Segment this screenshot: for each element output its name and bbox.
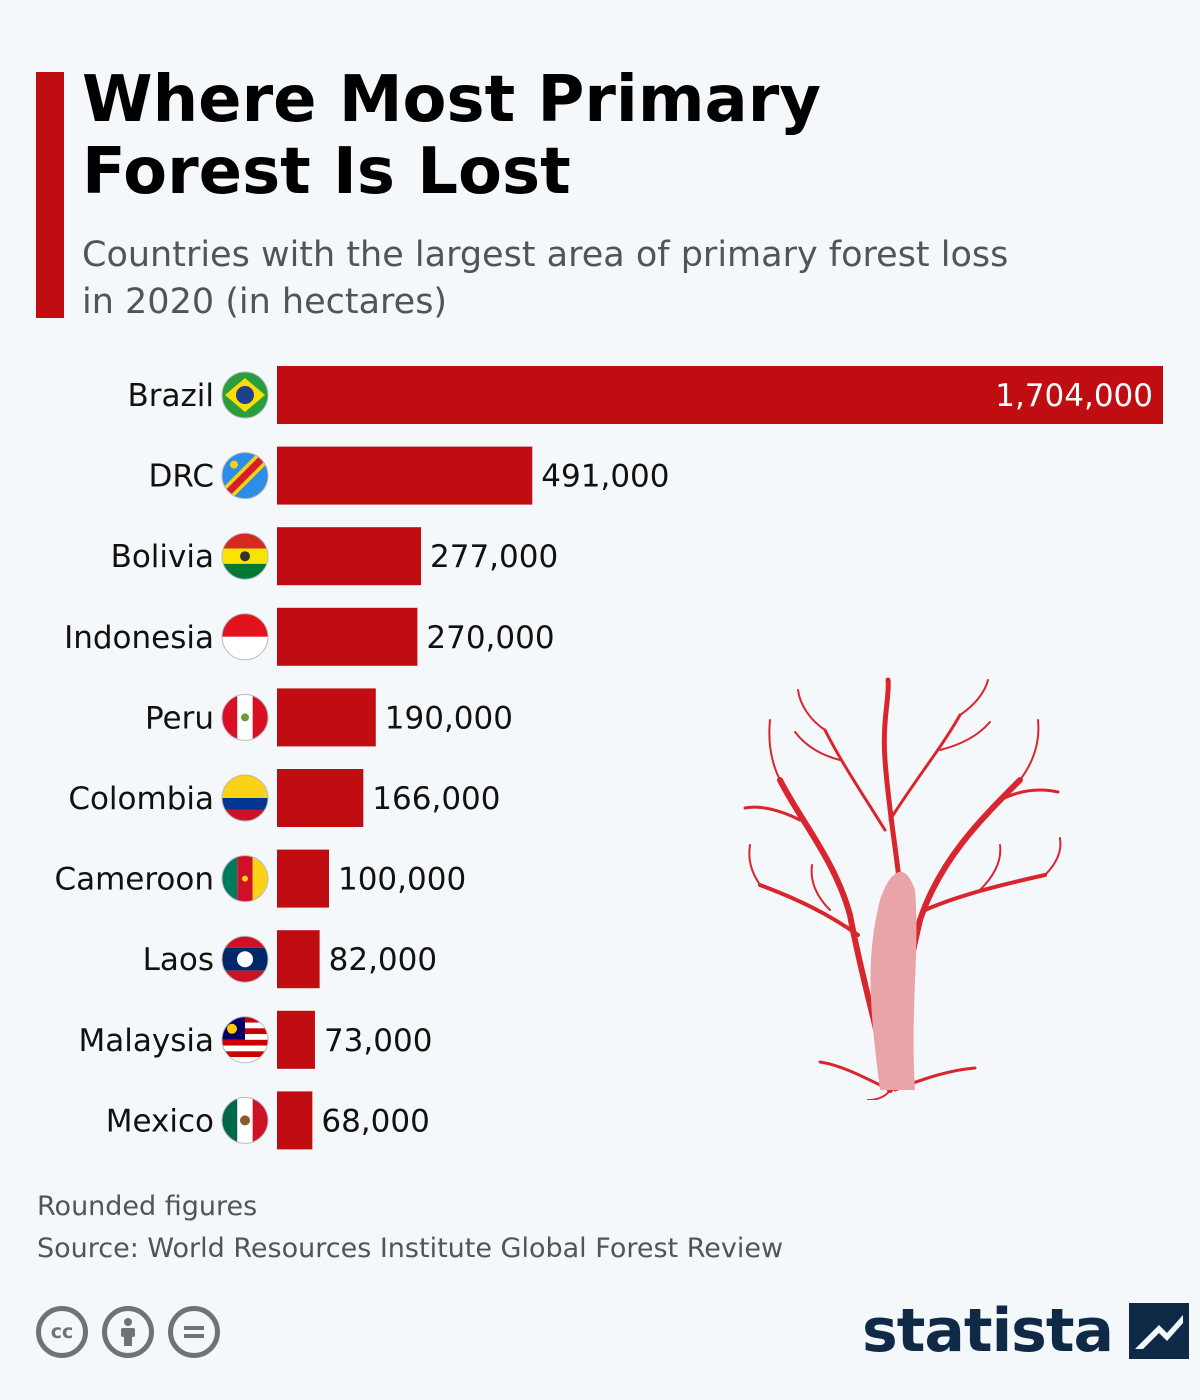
value-label: 190,000 <box>385 700 513 736</box>
category-label: Cameroon <box>54 862 214 898</box>
chart-title: Where Most Primary Forest Is Lost <box>82 64 1082 208</box>
brazil-flag-icon <box>221 371 269 419</box>
category-label: Laos <box>143 942 214 978</box>
bar-row-drc: DRC 491,000 <box>148 446 670 505</box>
subtitle-line-2: in 2020 (in hectares) <box>82 282 448 322</box>
mexico-flag-icon <box>221 1096 269 1144</box>
bar-row-colombia: Colombia 166,000 <box>68 769 501 827</box>
source-note: Source: World Resources Institute Global… <box>37 1233 784 1264</box>
value-label: 277,000 <box>430 539 558 575</box>
category-label: Malaysia <box>79 1023 214 1059</box>
value-label: 68,000 <box>321 1103 429 1139</box>
category-label: Indonesia <box>64 620 214 656</box>
bar <box>277 366 1163 424</box>
subtitle-line-1: Countries with the largest area of prima… <box>82 235 1009 275</box>
category-label: Peru <box>145 700 214 736</box>
bar <box>277 1091 313 1150</box>
bar <box>277 446 533 505</box>
category-label: Brazil <box>127 378 214 414</box>
category-label: Bolivia <box>111 539 214 575</box>
bar-row-brazil: Brazil 1,704,000 <box>127 366 1163 424</box>
drc-flag-icon <box>221 452 269 500</box>
statista-logo[interactable]: statista <box>862 1296 1190 1366</box>
license-icons: cc <box>36 1306 220 1358</box>
value-label: 166,000 <box>372 781 500 817</box>
chart-subtitle: Countries with the largest area of prima… <box>82 232 1142 326</box>
bar <box>277 769 364 827</box>
bar-row-laos: Laos 82,000 <box>143 930 437 989</box>
bar-row-mexico: Mexico 68,000 <box>106 1091 430 1150</box>
laos-flag-icon <box>221 935 269 983</box>
brand-name: statista <box>862 1296 1114 1366</box>
value-label: 1,704,000 <box>995 378 1153 414</box>
category-label: Mexico <box>106 1103 214 1139</box>
cc-icon[interactable]: cc <box>36 1306 88 1358</box>
value-label: 491,000 <box>541 459 669 495</box>
value-label: 73,000 <box>324 1023 432 1059</box>
bar <box>277 688 376 747</box>
peru-flag-icon <box>221 693 269 741</box>
bar-row-indonesia: Indonesia 270,000 <box>64 607 555 666</box>
cameroon-flag-icon <box>221 855 269 903</box>
bar <box>277 1010 315 1069</box>
title-accent-bar <box>36 72 64 318</box>
value-label: 100,000 <box>338 862 466 898</box>
value-label: 82,000 <box>329 942 437 978</box>
title-line-1: Where Most Primary <box>82 63 821 137</box>
bar-row-bolivia: Bolivia 277,000 <box>111 527 558 586</box>
no-derivatives-icon[interactable] <box>168 1306 220 1358</box>
bar <box>277 849 329 908</box>
bolivia-flag-icon <box>221 532 269 580</box>
bar <box>277 527 422 586</box>
attribution-icon[interactable] <box>102 1306 154 1358</box>
bar <box>277 607 418 666</box>
value-label: 270,000 <box>426 620 554 656</box>
malaysia-flag-icon <box>221 1016 269 1064</box>
category-label: DRC <box>148 459 214 495</box>
bar-chart: Brazil 1,704,000 DRC 491,000 Bolivia 277,000 I… <box>54 366 1163 1150</box>
dead-tree-icon <box>743 677 1062 1100</box>
title-line-2: Forest Is Lost <box>82 135 571 209</box>
bar-row-peru: Peru 190,000 <box>145 688 513 747</box>
indonesia-flag-icon <box>221 613 269 661</box>
colombia-flag-icon <box>221 774 269 822</box>
bar-row-malaysia: Malaysia 73,000 <box>79 1010 432 1069</box>
rounded-figures-note: Rounded figures <box>37 1191 258 1222</box>
category-label: Colombia <box>68 781 214 817</box>
statista-mark-icon <box>1129 1303 1190 1359</box>
bar <box>277 930 320 989</box>
bar-row-cameroon: Cameroon 100,000 <box>54 849 466 908</box>
